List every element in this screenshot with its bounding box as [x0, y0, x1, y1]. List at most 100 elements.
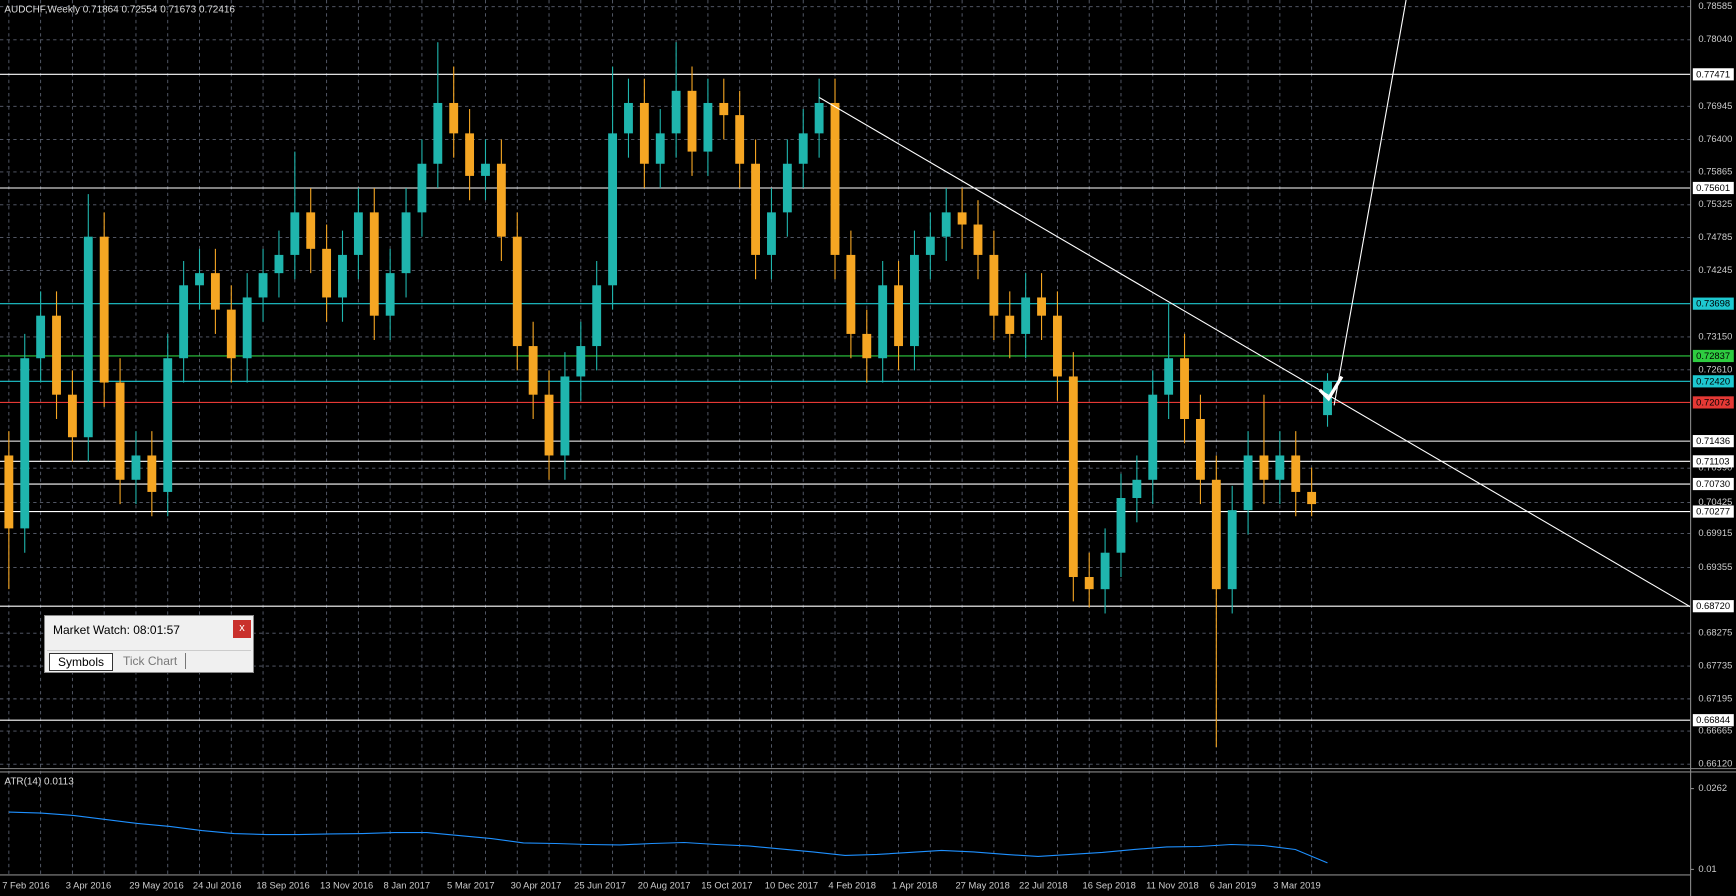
candle-body: [481, 163, 490, 176]
chart-title: AUDCHF,Weekly 0.71864 0.72554 0.71673 0.…: [4, 5, 235, 16]
x-tick-label: 7 Feb 2016: [2, 880, 50, 891]
tab[interactable]: Tick Chart: [115, 653, 187, 669]
projection-line: [1333, 0, 1407, 406]
candle-body: [401, 212, 411, 274]
candle-body: [910, 254, 919, 347]
candle-body: [830, 102, 840, 255]
atr-panel: [8, 788, 1694, 870]
y-tick-label: 0.78040: [1698, 33, 1732, 44]
candle-body: [1100, 552, 1110, 590]
levels: [0, 73, 1691, 721]
level-label: 0.71103: [1696, 455, 1729, 466]
level-box: [1692, 714, 1734, 727]
x-tick-label: 6 Jan 2019: [1210, 880, 1257, 891]
x-tick-label: 5 Mar 2017: [447, 880, 495, 891]
candle-body: [941, 212, 951, 237]
candle-body: [1195, 419, 1205, 480]
candle-body: [369, 212, 379, 316]
x-tick-label: 13 Nov 2016: [320, 880, 373, 891]
level-box: [1692, 68, 1734, 81]
y-tick-label: 0.78585: [1698, 0, 1732, 11]
y-tick-label: 0.75865: [1698, 165, 1732, 176]
candle-body: [1243, 455, 1253, 511]
candle-body: [147, 455, 157, 492]
candle-body: [1053, 315, 1062, 377]
level-box: [1692, 181, 1734, 195]
y-tick-label: 0.69915: [1698, 527, 1732, 538]
candle-body: [1021, 297, 1031, 334]
candle-body: [4, 455, 14, 529]
grid: [0, 0, 1691, 875]
candle-body: [1164, 358, 1174, 395]
candle-body: [1275, 455, 1285, 480]
y-tick-label: 0.73150: [1698, 330, 1732, 341]
candle-body: [433, 102, 443, 164]
candle-body: [67, 394, 77, 438]
candle-body: [99, 236, 109, 383]
x-tick-label: 25 Jun 2017: [574, 880, 626, 891]
candle-body: [1037, 297, 1046, 316]
y-tick-label: 0.70425: [1698, 496, 1732, 507]
candles: [4, 42, 1332, 748]
candle-body: [1180, 358, 1189, 420]
candle-body: [767, 212, 776, 255]
level-label: 0.66844: [1696, 714, 1730, 725]
candle-body: [703, 102, 713, 152]
x-tick-label: 1 Apr 2018: [892, 880, 938, 891]
candle-body: [576, 346, 586, 377]
x-tick-label: 22 Jul 2018: [1019, 880, 1068, 891]
candle-body: [846, 254, 856, 334]
candle-body: [465, 133, 475, 176]
candle-body: [210, 273, 220, 310]
candle-body: [544, 394, 554, 456]
level-label: 0.75601: [1696, 182, 1730, 193]
candle-body: [878, 285, 888, 359]
level-box: [1692, 396, 1734, 409]
candle-body: [655, 133, 665, 164]
candle-body: [20, 358, 30, 529]
candle-body: [560, 376, 570, 456]
level-box: [1692, 349, 1734, 363]
y-tick-label: 0.75325: [1698, 198, 1732, 209]
candle-body: [957, 212, 967, 225]
y-tick-label: 0.0262: [1698, 782, 1727, 793]
candle-body: [1068, 376, 1078, 578]
candle-body: [608, 133, 618, 286]
candle-body: [1227, 510, 1237, 590]
candle-body: [1307, 491, 1317, 505]
candle-body: [751, 163, 760, 255]
indicator-title: ATR(14) 0.0113: [4, 777, 74, 788]
candle-body: [1259, 455, 1269, 480]
close-button[interactable]: x: [233, 620, 251, 638]
x-tick-label: 10 Dec 2017: [765, 880, 818, 891]
candle-body: [496, 163, 506, 237]
candle-body: [528, 346, 538, 395]
check-mark: [1318, 375, 1344, 402]
level-label: 0.73698: [1696, 298, 1730, 309]
candle-body: [814, 102, 824, 134]
candle-body: [306, 212, 316, 249]
market-watch-window: Market Watch: 08:01:57 x Symbols Tick Ch…: [44, 615, 254, 673]
candle-body: [624, 102, 633, 134]
y-tick-label: 0.76945: [1698, 100, 1732, 111]
candle-body: [512, 236, 522, 347]
candle-body: [782, 163, 792, 213]
level-box: [1692, 375, 1734, 388]
x-tick-label: 4 Feb 2018: [828, 880, 876, 891]
candle-body: [274, 254, 284, 274]
candle-body: [131, 455, 141, 480]
level-label: 0.77471: [1696, 68, 1730, 79]
x-tick-label: 24 Jul 2016: [193, 880, 242, 891]
y-tick-label: 0.74785: [1698, 231, 1732, 242]
candle-body: [894, 285, 903, 347]
candle-body: [719, 102, 729, 116]
level-box: [1692, 505, 1734, 518]
x-tick-label: 27 May 2018: [955, 880, 1009, 891]
tab[interactable]: Symbols: [49, 653, 114, 671]
candle-body: [592, 285, 602, 347]
level-label: 0.72073: [1696, 396, 1730, 407]
